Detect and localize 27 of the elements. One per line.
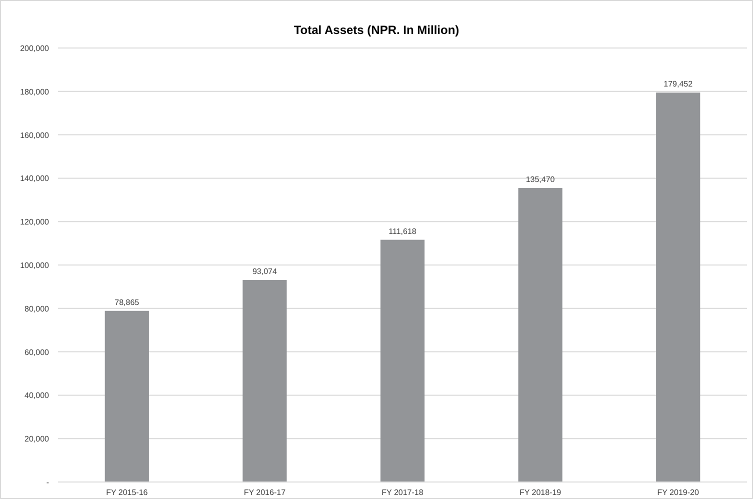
y-tick-label: 120,000	[20, 218, 50, 227]
y-tick-label: 140,000	[20, 174, 50, 184]
bar	[518, 188, 562, 482]
x-tick-label: FY 2018-19	[519, 488, 562, 497]
y-tick-label: 60,000	[24, 348, 50, 357]
y-tick-label: 80,000	[24, 304, 50, 314]
y-tick-label: 200,000	[20, 44, 50, 53]
x-tick-label: FY 2016-17	[244, 488, 286, 497]
x-tick-label: FY 2015-16	[106, 488, 148, 497]
data-label: 135,470	[526, 175, 556, 184]
bar	[104, 310, 149, 482]
x-tick-label: FY 2019-20	[657, 488, 700, 497]
bar	[656, 92, 700, 482]
y-tick-label: 20,000	[24, 434, 50, 444]
x-tick-label: FY 2017-18	[382, 488, 424, 497]
bar	[380, 240, 425, 482]
chart-title: Total Assets (NPR. In Million)	[294, 23, 460, 37]
y-tick-label: 160,000	[20, 130, 50, 140]
data-label: 78,865	[114, 298, 140, 307]
data-label: 179,452	[664, 80, 694, 89]
data-label: 93,074	[252, 267, 278, 276]
bar	[242, 280, 287, 482]
y-tick-label: 180,000	[20, 87, 50, 96]
y-tick-label: -	[46, 478, 50, 487]
data-label: 111,618	[388, 226, 417, 236]
y-tick-label: 40,000	[24, 391, 50, 400]
y-tick-label: 100,000	[20, 261, 50, 270]
